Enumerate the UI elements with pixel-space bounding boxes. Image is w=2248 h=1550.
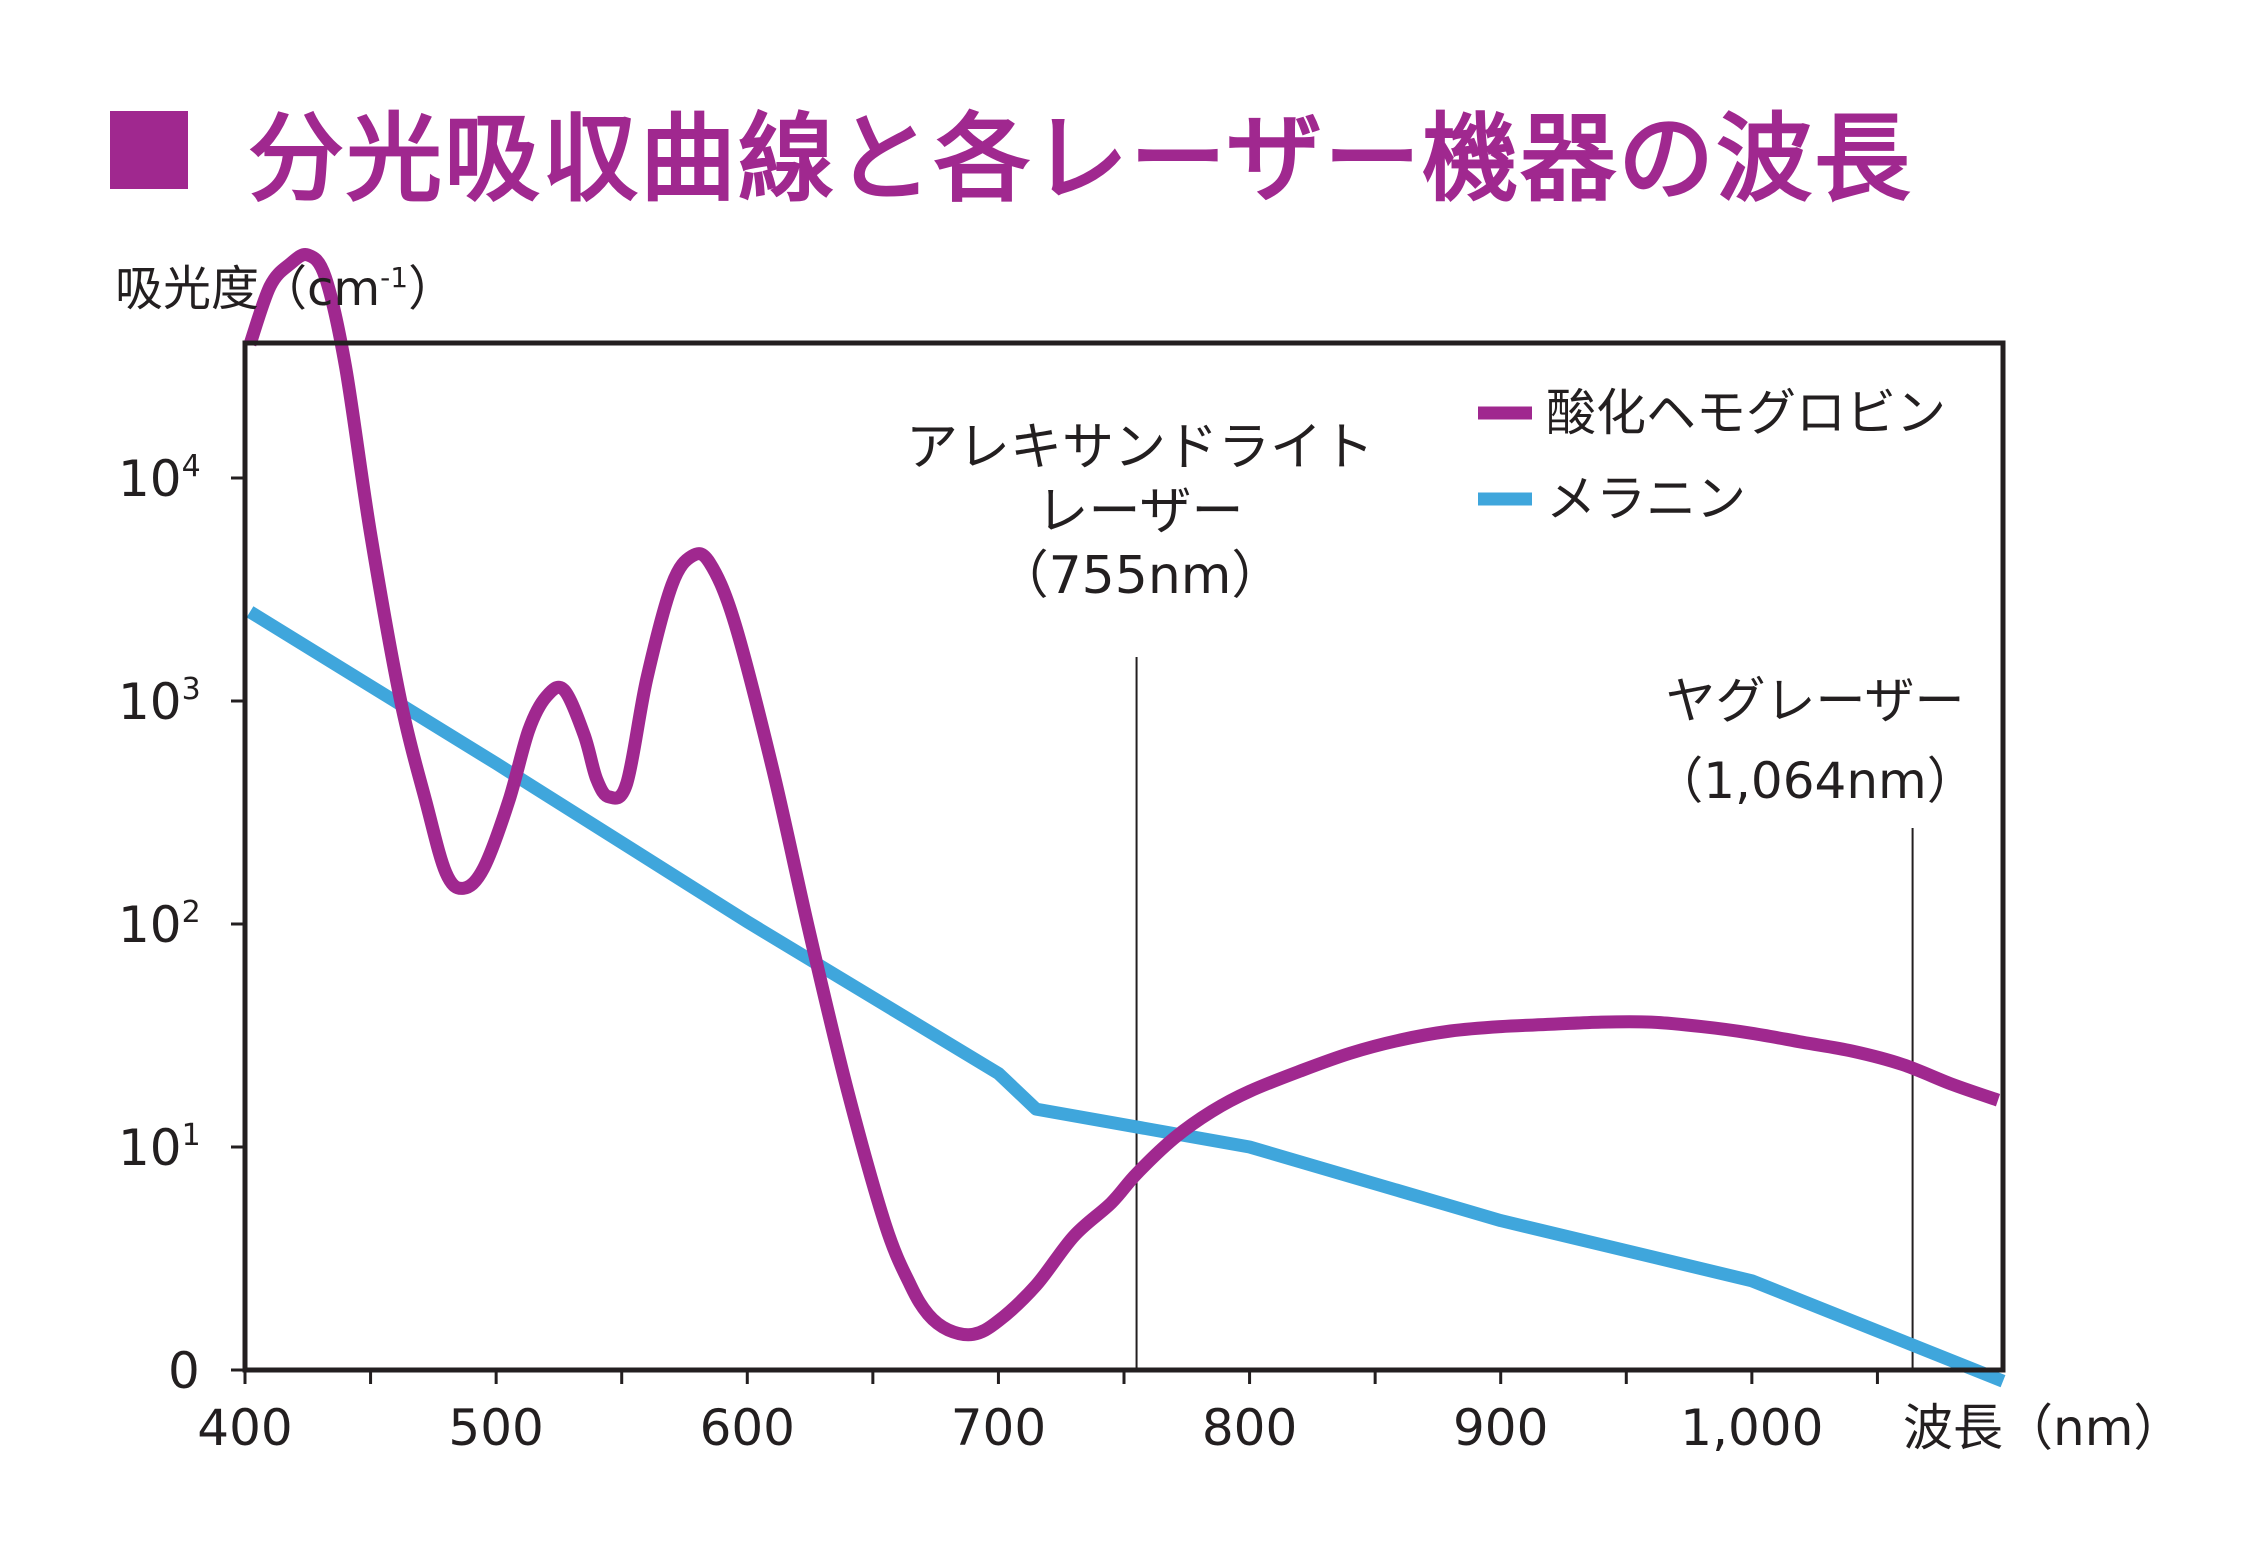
page-title: 分光吸収曲線と各レーザー機器の波長: [248, 102, 1913, 215]
x-tick-label: 500: [448, 1399, 543, 1457]
y-axis-label: 吸光度（cm-1）: [115, 261, 456, 317]
y-tick-label: 104: [118, 449, 201, 508]
page-header: 分光吸収曲線と各レーザー機器の波長: [110, 95, 1912, 215]
annotation-label: （755nm）: [997, 546, 1284, 606]
legend-label: メラニン: [1546, 470, 1746, 528]
annotation-label: ヤグレーザー: [1666, 672, 1965, 730]
y-tick-label: 101: [118, 1118, 201, 1177]
x-axis-label: 波長（nm）: [1903, 1399, 2183, 1457]
title-bullet-icon: [110, 111, 188, 189]
x-tick-label: 700: [951, 1399, 1046, 1457]
series-line-hemoglobin: [243, 248, 2001, 1342]
x-tick-label: 600: [700, 1399, 795, 1457]
y-tick-label: 0: [168, 1342, 200, 1400]
y-tick-label: 103: [118, 672, 201, 731]
annotation-label: アレキサンドライト: [906, 418, 1374, 478]
y-tick-label: 102: [118, 895, 201, 954]
x-tick-label: 800: [1202, 1399, 1297, 1457]
x-tick-label: 1,000: [1680, 1399, 1823, 1457]
annotation-label: （1,064nm）: [1653, 752, 1977, 810]
series-line-melanin: [246, 606, 2006, 1388]
annotation-label: レーザー: [1037, 482, 1244, 542]
legend-label: 酸化ヘモグロビン: [1546, 384, 1946, 442]
x-tick-label: 900: [1453, 1399, 1548, 1457]
x-tick-label: 400: [197, 1399, 292, 1457]
